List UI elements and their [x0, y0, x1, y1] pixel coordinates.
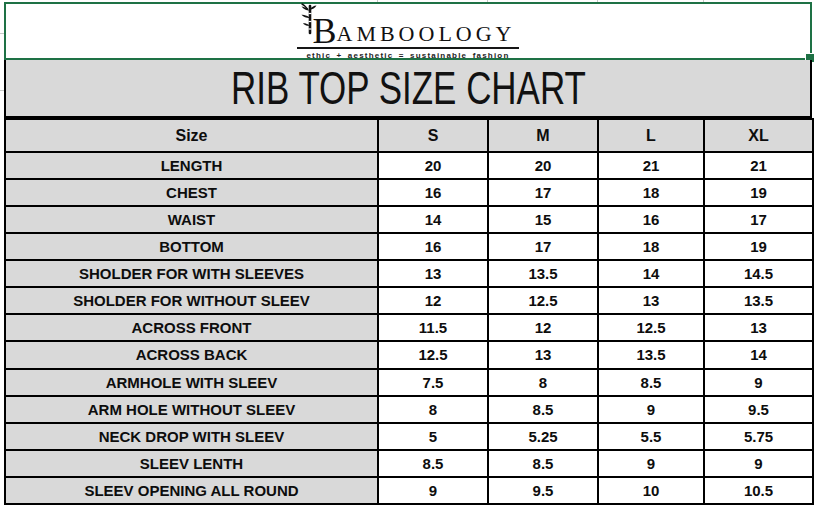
cell-value[interactable]: 13.5 — [704, 287, 813, 314]
cell-value[interactable]: 5.75 — [704, 423, 813, 450]
chart-title-cell[interactable]: RIB TOP SIZE CHART — [4, 60, 812, 118]
cell-value[interactable]: 15 — [488, 206, 598, 233]
spreadsheet-canvas: { "logo": { "brand_initial": "B", "brand… — [0, 0, 816, 507]
row-label[interactable]: BOTTOM — [5, 233, 378, 260]
cell-value[interactable]: 20 — [378, 152, 488, 179]
cell-value[interactable]: 17 — [488, 179, 598, 206]
cell-value[interactable]: 13 — [488, 341, 598, 368]
table-row: CHEST 16 17 18 19 — [5, 179, 813, 206]
page-title: RIB TOP SIZE CHART — [231, 61, 586, 115]
row-label[interactable]: NECK DROP WITH SLEEV — [5, 423, 378, 450]
row-label[interactable]: CHEST — [5, 179, 378, 206]
cell-value[interactable]: 17 — [704, 206, 813, 233]
cell-value[interactable]: 14 — [704, 341, 813, 368]
cell-value[interactable]: 8 — [488, 369, 598, 396]
table-row: NECK DROP WITH SLEEV 5 5.25 5.5 5.75 — [5, 423, 813, 450]
cell-value[interactable]: 13 — [378, 260, 488, 287]
cell-value[interactable]: 10.5 — [704, 477, 813, 504]
brand-logo-cell[interactable]: BAMBOOLOGY ethic + aesthetic = sustainab… — [4, 2, 812, 60]
cell-value[interactable]: 11.5 — [378, 314, 488, 341]
cell-value[interactable]: 9.5 — [704, 396, 813, 423]
table-row: ACROSS BACK 12.5 13 13.5 14 — [5, 341, 813, 368]
cell-value[interactable]: 12 — [378, 287, 488, 314]
column-header-xl[interactable]: XL — [704, 119, 813, 152]
cell-value[interactable]: 9.5 — [488, 477, 598, 504]
cell-value[interactable]: 12 — [488, 314, 598, 341]
brand-name: AMBOOLOGY — [337, 23, 516, 46]
cell-value[interactable]: 8.5 — [598, 369, 704, 396]
cell-value[interactable]: 9 — [378, 477, 488, 504]
cell-value[interactable]: 19 — [704, 233, 813, 260]
header-row: Size S M L XL — [5, 119, 813, 152]
cell-value[interactable]: 9 — [598, 396, 704, 423]
table-row: LENGTH 20 20 21 21 — [5, 152, 813, 179]
row-label[interactable]: ARMHOLE WITH SLEEV — [5, 369, 378, 396]
row-label[interactable]: ACROSS BACK — [5, 341, 378, 368]
table-row: BOTTOM 16 17 18 19 — [5, 233, 813, 260]
bamboo-icon — [300, 3, 318, 39]
cell-value[interactable]: 13.5 — [598, 341, 704, 368]
table-row: SHOLDER FOR WITH SLEEVES 13 13.5 14 14.5 — [5, 260, 813, 287]
cell-value[interactable]: 5.5 — [598, 423, 704, 450]
table-row: ARMHOLE WITH SLEEV 7.5 8 8.5 9 — [5, 369, 813, 396]
cell-value[interactable]: 18 — [598, 179, 704, 206]
table-row: ACROSS FRONT 11.5 12 12.5 13 — [5, 314, 813, 341]
cell-value[interactable]: 14 — [378, 206, 488, 233]
cell-value[interactable]: 12.5 — [488, 287, 598, 314]
brand-logo: BAMBOOLOGY — [297, 3, 518, 49]
cell-value[interactable]: 13 — [704, 314, 813, 341]
table-row: SLEEV LENTH 8.5 8.5 9 9 — [5, 450, 813, 477]
column-header-size[interactable]: Size — [5, 119, 378, 152]
cell-value[interactable]: 10 — [598, 477, 704, 504]
cell-value[interactable]: 21 — [598, 152, 704, 179]
row-label[interactable]: SHOLDER FOR WITH SLEEVES — [5, 260, 378, 287]
table-row: SHOLDER FOR WITHOUT SLEEV 12 12.5 13 13.… — [5, 287, 813, 314]
column-header-l[interactable]: L — [598, 119, 704, 152]
row-label[interactable]: LENGTH — [5, 152, 378, 179]
cell-value[interactable]: 18 — [598, 233, 704, 260]
row-label[interactable]: ARM HOLE WITHOUT SLEEV — [5, 396, 378, 423]
cell-value[interactable]: 5 — [378, 423, 488, 450]
row-label[interactable]: ACROSS FRONT — [5, 314, 378, 341]
row-label[interactable]: SLEEV LENTH — [5, 450, 378, 477]
column-header-s[interactable]: S — [378, 119, 488, 152]
brand-tagline: ethic + aesthetic = sustainable fashion — [306, 51, 509, 60]
cell-value[interactable]: 19 — [704, 179, 813, 206]
row-label[interactable]: SHOLDER FOR WITHOUT SLEEV — [5, 287, 378, 314]
cell-value[interactable]: 5.25 — [488, 423, 598, 450]
cell-value[interactable]: 8.5 — [378, 450, 488, 477]
cell-value[interactable]: 12.5 — [378, 341, 488, 368]
cell-value[interactable]: 9 — [704, 450, 813, 477]
cell-value[interactable]: 17 — [488, 233, 598, 260]
cell-value[interactable]: 7.5 — [378, 369, 488, 396]
row-label[interactable]: SLEEV OPENING ALL ROUND — [5, 477, 378, 504]
cell-value[interactable]: 8.5 — [488, 450, 598, 477]
cell-value[interactable]: 8 — [378, 396, 488, 423]
cell-value[interactable]: 14.5 — [704, 260, 813, 287]
cell-value[interactable]: 12.5 — [598, 314, 704, 341]
cell-value[interactable]: 16 — [378, 233, 488, 260]
cell-value[interactable]: 20 — [488, 152, 598, 179]
table-row: ARM HOLE WITHOUT SLEEV 8 8.5 9 9.5 — [5, 396, 813, 423]
row-label[interactable]: WAIST — [5, 206, 378, 233]
table-row: WAIST 14 15 16 17 — [5, 206, 813, 233]
table-row: SLEEV OPENING ALL ROUND 9 9.5 10 10.5 — [5, 477, 813, 504]
cell-value[interactable]: 9 — [704, 369, 813, 396]
cell-value[interactable]: 16 — [378, 179, 488, 206]
size-chart-table: Size S M L XL LENGTH 20 20 21 21 CHEST 1… — [4, 118, 814, 505]
cell-value[interactable]: 13.5 — [488, 260, 598, 287]
cell-value[interactable]: 13 — [598, 287, 704, 314]
cell-value[interactable]: 16 — [598, 206, 704, 233]
cell-value[interactable]: 8.5 — [488, 396, 598, 423]
cell-value[interactable]: 21 — [704, 152, 813, 179]
column-header-m[interactable]: M — [488, 119, 598, 152]
cell-value[interactable]: 9 — [598, 450, 704, 477]
cell-value[interactable]: 14 — [598, 260, 704, 287]
